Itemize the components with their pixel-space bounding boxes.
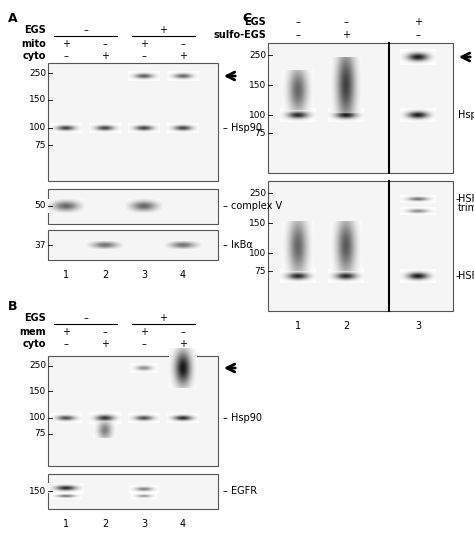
- Text: 250: 250: [29, 361, 46, 371]
- Text: 150: 150: [249, 219, 266, 228]
- Text: –: –: [296, 30, 301, 40]
- Text: –: –: [296, 17, 301, 27]
- Text: +: +: [62, 39, 70, 49]
- Text: B: B: [8, 300, 18, 313]
- Text: 100: 100: [29, 123, 46, 133]
- Text: 150: 150: [29, 486, 46, 496]
- Text: 75: 75: [35, 430, 46, 439]
- Text: HSF1: HSF1: [458, 271, 474, 281]
- Text: 2: 2: [343, 321, 349, 331]
- Text: 4: 4: [180, 519, 186, 529]
- Bar: [268, 43, 453, 173]
- Text: –: –: [64, 339, 68, 349]
- Text: trimers: trimers: [458, 203, 474, 213]
- Text: 150: 150: [29, 386, 46, 395]
- Text: +: +: [159, 313, 167, 323]
- Text: 100: 100: [249, 110, 266, 120]
- Text: –: –: [142, 51, 146, 61]
- Text: 50: 50: [35, 201, 46, 210]
- Text: 1: 1: [63, 519, 69, 529]
- Bar: [48, 63, 218, 181]
- Text: 250: 250: [249, 188, 266, 197]
- Bar: [48, 356, 218, 466]
- Text: +: +: [101, 339, 109, 349]
- Text: 37: 37: [35, 241, 46, 249]
- Text: – EGFR: – EGFR: [223, 486, 257, 496]
- Text: cyto: cyto: [23, 339, 46, 349]
- Text: 150: 150: [249, 81, 266, 89]
- Text: +: +: [62, 327, 70, 337]
- Text: EGS: EGS: [24, 25, 46, 35]
- Text: C: C: [242, 12, 251, 25]
- Text: –: –: [456, 271, 461, 281]
- Text: 1: 1: [295, 321, 301, 331]
- Text: +: +: [159, 25, 167, 35]
- Text: 3: 3: [141, 519, 147, 529]
- Text: –: –: [456, 194, 461, 204]
- Text: 3: 3: [415, 321, 421, 331]
- Bar: [48, 474, 218, 509]
- Text: 250: 250: [249, 50, 266, 60]
- Text: 2: 2: [102, 519, 108, 529]
- Bar: [48, 230, 218, 260]
- Text: 75: 75: [35, 141, 46, 149]
- Text: mito: mito: [21, 39, 46, 49]
- Text: +: +: [414, 17, 422, 27]
- Text: – Hsp90: – Hsp90: [223, 123, 262, 133]
- Text: +: +: [179, 339, 187, 349]
- Text: 4: 4: [180, 270, 186, 280]
- Text: –: –: [102, 327, 108, 337]
- Text: –: –: [64, 51, 68, 61]
- Text: Hsp90: Hsp90: [458, 110, 474, 120]
- Text: mem: mem: [19, 327, 46, 337]
- Text: – Hsp90: – Hsp90: [223, 413, 262, 423]
- Text: – IκBα: – IκBα: [223, 240, 253, 250]
- Text: +: +: [179, 51, 187, 61]
- Text: cyto: cyto: [23, 51, 46, 61]
- Bar: [268, 181, 453, 311]
- Text: +: +: [342, 30, 350, 40]
- Text: 75: 75: [255, 129, 266, 137]
- Text: 3: 3: [141, 270, 147, 280]
- Text: HSF1: HSF1: [458, 194, 474, 204]
- Text: –: –: [181, 327, 185, 337]
- Text: –: –: [102, 39, 108, 49]
- Text: sulfo-EGS: sulfo-EGS: [213, 30, 266, 40]
- Text: +: +: [140, 327, 148, 337]
- Text: +: +: [101, 51, 109, 61]
- Text: –: –: [416, 30, 420, 40]
- Text: EGS: EGS: [24, 313, 46, 323]
- Text: 1: 1: [63, 270, 69, 280]
- Text: A: A: [8, 12, 18, 25]
- Text: –: –: [344, 17, 348, 27]
- Text: 100: 100: [249, 248, 266, 258]
- Text: +: +: [140, 39, 148, 49]
- Bar: [48, 189, 218, 224]
- Text: – complex V: – complex V: [223, 201, 282, 211]
- Text: –: –: [142, 339, 146, 349]
- Text: –: –: [83, 313, 88, 323]
- Text: 75: 75: [255, 267, 266, 275]
- Text: EGS: EGS: [244, 17, 266, 27]
- Text: 250: 250: [29, 69, 46, 77]
- Text: –: –: [181, 39, 185, 49]
- Text: 100: 100: [29, 413, 46, 423]
- Text: –: –: [83, 25, 88, 35]
- Text: 150: 150: [29, 96, 46, 104]
- Text: 2: 2: [102, 270, 108, 280]
